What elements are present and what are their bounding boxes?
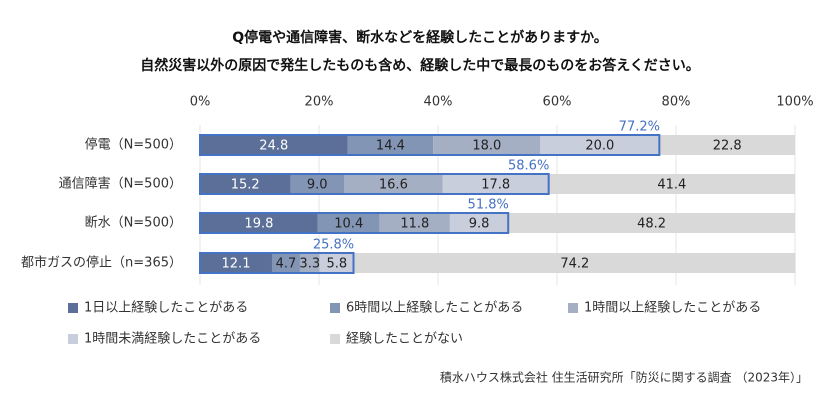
legend-swatch — [330, 334, 340, 344]
bar-segment — [508, 213, 795, 233]
data-label: 20.0 — [585, 139, 614, 154]
data-label: 74.2 — [560, 257, 589, 272]
x-tick-label: 80% — [662, 95, 691, 110]
chart-subtitle: 自然災害以外の原因で発生したものも含め、経験した中で最長のものをお答えください。 — [140, 57, 700, 74]
total-label: 51.8% — [468, 198, 509, 213]
bar-segment — [659, 135, 795, 155]
y-tick-label: 断水（N=500） — [85, 216, 182, 231]
source: 積水ハウス株式会社 住生活研究所「防災に関する調査 （2023年）」 — [440, 370, 808, 385]
bar-segment — [433, 135, 541, 155]
bar-segment — [449, 213, 509, 233]
data-label: 19.8 — [244, 217, 273, 232]
data-label: 11.8 — [400, 217, 429, 232]
bar-segment — [379, 213, 450, 233]
total-label: 58.6% — [508, 159, 549, 174]
legend-swatch — [330, 303, 340, 313]
bar-segment — [290, 174, 344, 194]
bar-segment — [540, 135, 660, 155]
bar-segment — [200, 213, 318, 233]
x-tick-label: 100% — [776, 95, 813, 110]
data-label: 18.0 — [472, 139, 501, 154]
data-label: 14.4 — [376, 139, 405, 154]
x-tick-label: 0% — [190, 95, 211, 110]
legend-label: 1時間以上経験したことがある — [584, 301, 761, 316]
data-label: 16.6 — [379, 178, 408, 193]
bar-segment — [200, 174, 291, 194]
data-label: 41.4 — [657, 178, 686, 193]
total-outline — [199, 252, 355, 274]
bar-segment — [319, 253, 355, 273]
bar-segment — [200, 135, 348, 155]
bar-segment — [271, 253, 300, 273]
data-label: 24.8 — [259, 139, 288, 154]
bar-segment — [317, 213, 380, 233]
data-label: 9.0 — [307, 178, 328, 193]
total-label: 77.2% — [619, 120, 660, 135]
total-label: 25.8% — [313, 238, 354, 253]
bar-segment — [343, 174, 443, 194]
data-label: 3.3 — [299, 257, 320, 272]
data-label: 48.2 — [637, 217, 666, 232]
total-outline — [199, 173, 550, 195]
total-outline — [199, 212, 510, 234]
legend-swatch — [568, 303, 578, 313]
data-label: 22.8 — [713, 139, 742, 154]
x-tick-label: 60% — [543, 95, 572, 110]
legend-label: 1日以上経験したことがある — [84, 301, 248, 316]
y-tick-label: 停電（N=500） — [85, 137, 182, 153]
y-tick-label: 都市ガスの停止（n=365） — [21, 255, 182, 271]
legend-label: 1時間未満経験したことがある — [84, 332, 261, 347]
total-outline — [199, 134, 661, 156]
legend-label: 経験したことがない — [346, 332, 463, 347]
bar-segment — [200, 253, 272, 273]
data-label: 17.8 — [481, 178, 510, 193]
bar-segment — [299, 253, 320, 273]
legend-swatch — [68, 303, 78, 313]
data-label: 4.7 — [276, 257, 297, 272]
data-label: 5.8 — [327, 257, 348, 272]
bar-segment — [354, 253, 796, 273]
bar-segment — [548, 174, 795, 194]
data-label: 12.1 — [222, 257, 251, 272]
x-tick-label: 20% — [305, 95, 334, 110]
legend-swatch — [68, 334, 78, 344]
y-tick-label: 通信障害（N=500） — [59, 176, 182, 192]
legend-label: 6時間以上経験したことがある — [346, 301, 523, 316]
bar-segment — [347, 135, 434, 155]
chart-title: Q停電や通信障害、断水などを経験したことがありますか。 — [232, 29, 608, 46]
data-label: 9.8 — [469, 217, 490, 232]
bar-segment — [442, 174, 549, 194]
x-tick-label: 40% — [424, 95, 453, 110]
data-label: 10.4 — [334, 217, 363, 232]
data-label: 15.2 — [231, 178, 260, 193]
